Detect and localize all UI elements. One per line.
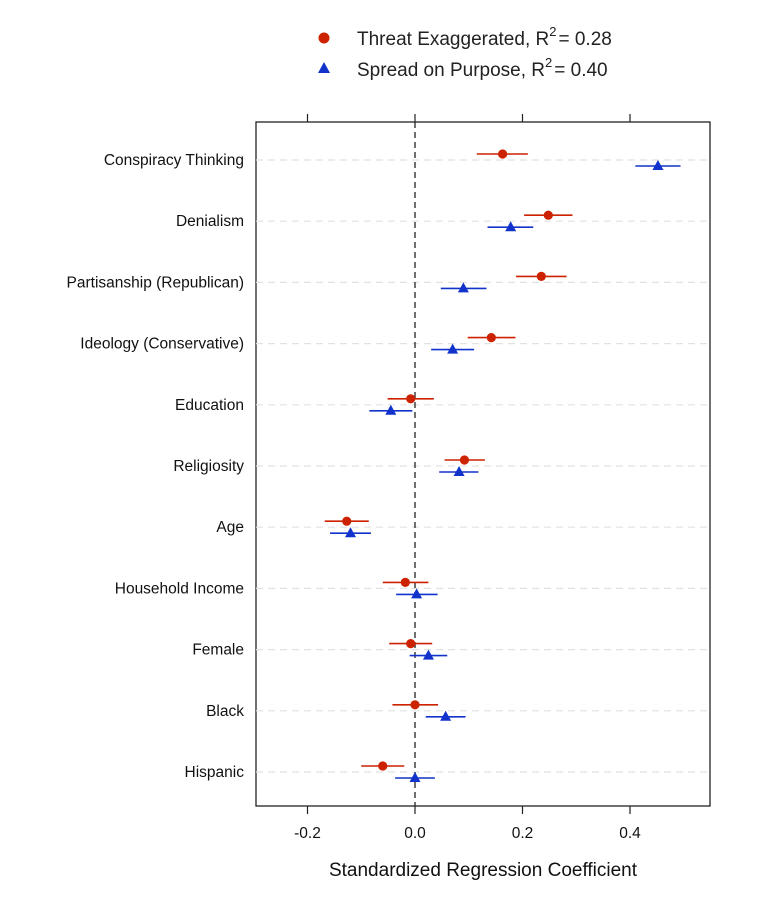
spread-on-purpose-point xyxy=(422,649,434,660)
threat-exaggerated-point xyxy=(378,761,388,771)
legend-label-threat-exaggerated: Threat Exaggerated, R2 = 0.28 xyxy=(357,24,612,50)
data-marks xyxy=(324,149,681,782)
x-tick-label: 0.2 xyxy=(512,825,534,842)
x-tick-label: -0.2 xyxy=(294,825,321,842)
category-label: Age xyxy=(216,519,244,536)
spread-on-purpose-point xyxy=(345,527,356,538)
category-label: Denialism xyxy=(176,213,244,230)
axis-ticks: -0.2 0.0 0.2 0.4 xyxy=(294,114,641,842)
threat-exaggerated-point xyxy=(410,700,420,710)
gridlines xyxy=(256,159,710,773)
spread-on-purpose-point xyxy=(453,466,465,476)
category-label: Partisanship (Republican) xyxy=(67,274,244,291)
threat-exaggerated-point xyxy=(486,333,496,343)
category-label: Black xyxy=(206,703,244,720)
legend: Threat Exaggerated, R2 = 0.28 Spread on P… xyxy=(318,24,612,81)
spread-on-purpose-point xyxy=(409,772,421,782)
x-tick-label: 0.4 xyxy=(619,825,641,842)
threat-exaggerated-point xyxy=(406,639,416,649)
category-label: Education xyxy=(175,397,244,414)
category-label: Conspiracy Thinking xyxy=(104,152,244,169)
legend-marker-threat-exaggerated xyxy=(318,32,330,44)
spread-on-purpose-point xyxy=(652,160,664,170)
threat-exaggerated-point xyxy=(459,455,470,465)
threat-exaggerated-point xyxy=(400,577,410,588)
threat-exaggerated-point xyxy=(406,394,416,404)
spread-on-purpose-point xyxy=(385,404,397,415)
category-label: Household Income xyxy=(115,580,244,597)
threat-exaggerated-point xyxy=(342,516,352,526)
category-label: Female xyxy=(192,642,244,659)
x-axis-title: Standardized Regression Coefficient xyxy=(329,860,638,881)
threat-exaggerated-point xyxy=(536,271,546,281)
category-label: Ideology (Conservative) xyxy=(80,336,244,353)
legend-label-spread-on-purpose: Spread on Purpose, R2 = 0.40 xyxy=(357,55,608,81)
category-label: Hispanic xyxy=(185,764,245,781)
x-tick-label: 0.0 xyxy=(404,825,426,842)
threat-exaggerated-point xyxy=(543,210,553,220)
spread-on-purpose-point xyxy=(505,221,517,232)
legend-marker-spread-on-purpose xyxy=(318,62,330,73)
spread-on-purpose-point xyxy=(457,282,469,293)
category-labels: Conspiracy Thinking Denialism Partisanship… xyxy=(67,152,245,781)
spread-on-purpose-point xyxy=(411,588,423,599)
category-label: Religiosity xyxy=(173,458,244,475)
plot-frame xyxy=(255,121,711,807)
threat-exaggerated-point xyxy=(498,149,508,159)
spread-on-purpose-point xyxy=(447,343,459,354)
spread-on-purpose-point xyxy=(440,710,452,721)
